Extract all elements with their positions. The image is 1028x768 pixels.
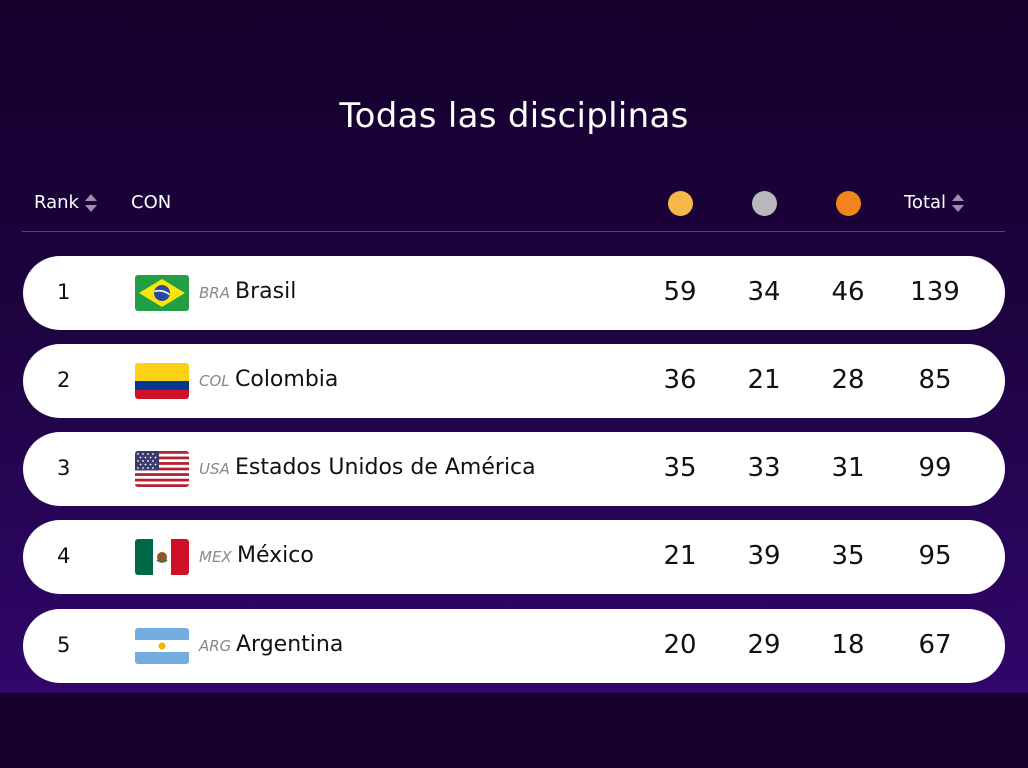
total-count: 99 [918, 453, 952, 483]
table-row[interactable]: 2 COL Colombia 36 21 28 85 [23, 344, 1005, 418]
country-name[interactable]: México [237, 543, 314, 568]
country-code: BRA [199, 284, 230, 302]
sort-icon [84, 193, 97, 212]
country-name[interactable]: Argentina [236, 632, 344, 657]
gold-count: 59 [663, 277, 697, 307]
bronze-count: 46 [831, 277, 865, 307]
table-row[interactable]: 5 ARG Argentina 20 29 18 67 [23, 609, 1005, 683]
rank-value: 4 [57, 544, 71, 568]
table-row[interactable]: 1 BRA Brasil 59 34 46 139 [23, 256, 1005, 330]
country-code: MEX [199, 548, 232, 566]
bronze-count: 18 [831, 630, 865, 660]
silver-count: 29 [747, 630, 781, 660]
rank-value: 3 [57, 456, 71, 480]
silver-count: 33 [747, 453, 781, 483]
brazil-flag-icon [135, 275, 189, 311]
gold-count: 36 [663, 365, 697, 395]
bronze-count: 35 [831, 541, 865, 571]
table-row[interactable]: 3 USA Estados Unidos de América 35 33 31… [23, 432, 1005, 506]
country-code: COL [199, 372, 230, 390]
country-code: USA [199, 460, 230, 478]
silver-medal-icon [752, 191, 777, 216]
bronze-medal-icon [836, 191, 861, 216]
total-count: 85 [918, 365, 952, 395]
gold-count: 21 [663, 541, 697, 571]
total-header-label: Total [904, 192, 947, 213]
gold-count: 20 [663, 630, 697, 660]
bronze-count: 28 [831, 365, 865, 395]
bronze-count: 31 [831, 453, 865, 483]
rank-value: 5 [57, 633, 71, 657]
table-row[interactable]: 4 MEX México 21 39 35 95 [23, 520, 1005, 594]
total-count: 95 [918, 541, 952, 571]
gold-count: 35 [663, 453, 697, 483]
rank-value: 2 [57, 368, 71, 392]
country-name[interactable]: Colombia [235, 367, 339, 392]
mexico-flag-icon [135, 539, 189, 575]
table-header: Rank CON Total [22, 180, 1005, 232]
total-count: 139 [910, 277, 960, 307]
usa-flag-icon [135, 451, 189, 487]
total-count: 67 [918, 630, 952, 660]
country-code: ARG [199, 637, 232, 655]
sort-icon [952, 193, 965, 212]
argentina-flag-icon [135, 628, 189, 664]
silver-count: 39 [747, 541, 781, 571]
country-name[interactable]: Estados Unidos de América [235, 455, 536, 480]
colombia-flag-icon [135, 363, 189, 399]
con-header-label: CON [131, 192, 172, 213]
rank-value: 1 [57, 280, 71, 304]
country-name[interactable]: Brasil [235, 279, 297, 304]
gold-medal-icon [668, 191, 693, 216]
page-footer-band [0, 693, 1028, 768]
con-header: CON [131, 192, 171, 213]
rank-header-label: Rank [34, 192, 79, 213]
page-title: Todas las disciplinas [339, 96, 689, 136]
sort-by-total-button[interactable]: Total [904, 192, 965, 213]
silver-count: 21 [747, 365, 781, 395]
sort-by-rank-button[interactable]: Rank [34, 192, 97, 213]
silver-count: 34 [747, 277, 781, 307]
